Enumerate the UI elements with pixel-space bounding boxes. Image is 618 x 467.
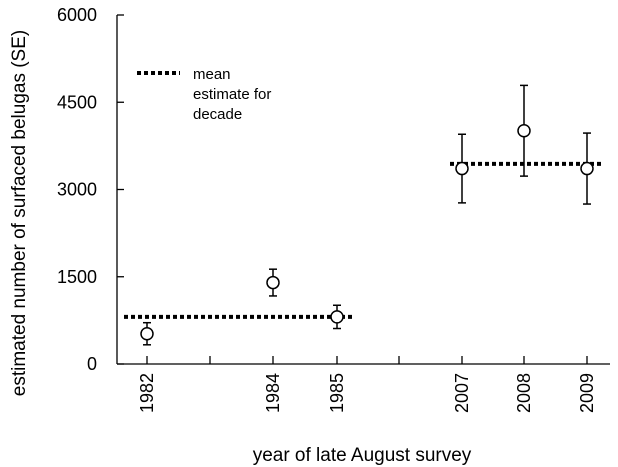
y-tick-labels: 0 1500 3000 4500 6000 <box>57 5 97 374</box>
legend-label-line-2: estimate for <box>193 86 271 103</box>
y-tick-label: 0 <box>87 354 97 374</box>
data-point <box>140 327 154 341</box>
decade-means <box>124 161 601 319</box>
legend: mean estimate for decade <box>137 66 271 123</box>
x-axis-title: year of late August survey <box>253 445 472 466</box>
x-tick-labels: 1982 1984 1985 2007 2008 2009 <box>137 373 597 413</box>
x-tick-label: 1985 <box>327 373 347 413</box>
y-tick-label: 3000 <box>57 180 97 200</box>
y-axis-title: estimated number of surfaced belugas (SE… <box>9 30 30 396</box>
data-point <box>517 124 531 138</box>
data-points <box>140 124 594 341</box>
x-tick-label: 2008 <box>514 373 534 413</box>
axes <box>116 14 610 365</box>
y-tick-label: 1500 <box>57 267 97 287</box>
data-point <box>266 275 280 290</box>
data-point <box>455 161 469 176</box>
data-point <box>330 310 344 324</box>
x-tick-label: 1984 <box>263 373 283 413</box>
x-tick-label: 2009 <box>577 373 597 413</box>
y-tick-label: 4500 <box>57 92 97 112</box>
x-tick-label: 1982 <box>137 373 157 413</box>
y-tick-label: 6000 <box>57 5 97 25</box>
data-point <box>580 161 594 176</box>
x-tick-label: 2007 <box>452 373 472 413</box>
legend-label-line-1: mean <box>193 66 231 83</box>
legend-label-line-3: decade <box>193 106 242 123</box>
